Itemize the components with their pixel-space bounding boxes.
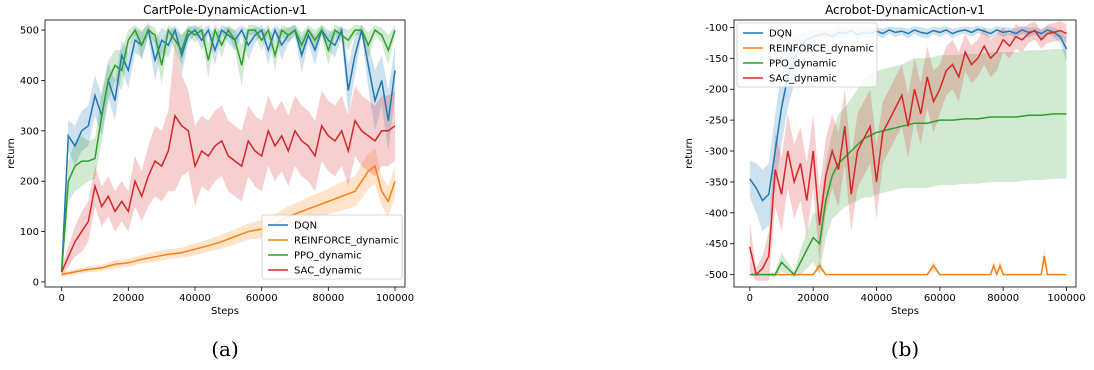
x-tick-label: 60000 [924,293,956,304]
legend: DQN REINFORCE_dynamic PPO_dynamic SAC_dynam… [261,214,403,280]
y-tick-label: -300 [705,147,728,158]
band-sac-dynamic [749,21,1067,281]
legend-label-dqn: DQN [769,29,792,40]
x-axis-label: Steps [211,306,239,317]
chart-title: CartPole-DynamicAction-v1 [143,3,307,17]
legend-label-dqn: DQN [294,221,317,232]
subfigure-caption: (a) [211,337,239,361]
chart-1: CartPole-DynamicAction-v1 0 20000 40000 6000… [6,3,414,361]
x-tick-label: 60000 [246,293,278,304]
legend: DQN REINFORCE_dynamic PPO_dynamic SAC_dynam… [736,22,878,88]
y-tick-label: -450 [705,239,728,250]
chart-2: Acrobot-DynamicAction-v1 0 20000 40000 60000… [684,3,1086,361]
y-tick-label: -250 [705,116,728,127]
subfigure-caption: (b) [891,337,919,361]
x-tick-label: 20000 [112,293,144,304]
axes-frame [733,19,1077,288]
x-axis-label: Steps [891,306,919,317]
x-tick-label: 0 [747,293,753,304]
legend-box [261,214,403,280]
x-tick-label: 100000 [376,293,414,304]
series-line-sac-dynamic [749,29,1067,277]
legend-label-reinforce-dynamic: REINFORCE_dynamic [294,236,399,247]
x-tick-label: 20000 [797,293,829,304]
y-tick-label: 300 [20,126,39,137]
series-line-reinforce-dynamic [749,255,1067,277]
y-tick-label: 500 [20,26,39,37]
y-axis-label: return [6,138,17,169]
y-tick-label: -150 [705,54,728,65]
x-tick-label: 80000 [987,293,1019,304]
series-line-ppo-dynamic [749,113,1067,276]
y-tick-label: 400 [20,76,39,87]
x-tick-label: 100000 [1047,293,1085,304]
plot-area [60,22,396,277]
y-tick-label: -200 [705,85,728,96]
y-tick-label: -100 [705,23,728,34]
x-tick-label: 0 [58,293,64,304]
legend-box [736,22,878,88]
series-line-ppo-dynamic [60,27,396,272]
series-line-reinforce-dynamic [61,164,396,276]
series-line-dqn [60,27,396,272]
y-tick-label: -500 [705,270,728,281]
y-tick-label: 0 [33,277,39,288]
legend-label-sac-dynamic: SAC_dynamic [294,266,362,277]
chart-title: Acrobot-DynamicAction-v1 [825,3,985,17]
legend-label-ppo-dynamic: PPO_dynamic [769,59,837,70]
x-tick-label: 40000 [179,293,211,304]
y-tick-label: 100 [20,227,39,238]
legend-label-sac-dynamic: SAC_dynamic [769,74,837,85]
y-tick-label: -400 [705,208,728,219]
y-axis-label: return [684,138,695,169]
band-reinforce-dynamic [61,148,395,277]
x-tick-label: 80000 [312,293,344,304]
axes-frame [44,19,406,288]
x-tick-label: 40000 [861,293,893,304]
legend-label-ppo-dynamic: PPO_dynamic [294,251,362,262]
y-tick-label: 200 [20,177,39,188]
band-ppo-dynamic [749,49,1067,278]
series-line-sac-dynamic [61,113,396,273]
y-tick-label: -350 [705,177,728,188]
legend-label-reinforce-dynamic: REINFORCE_dynamic [769,44,874,55]
band-sac-dynamic [61,40,395,277]
